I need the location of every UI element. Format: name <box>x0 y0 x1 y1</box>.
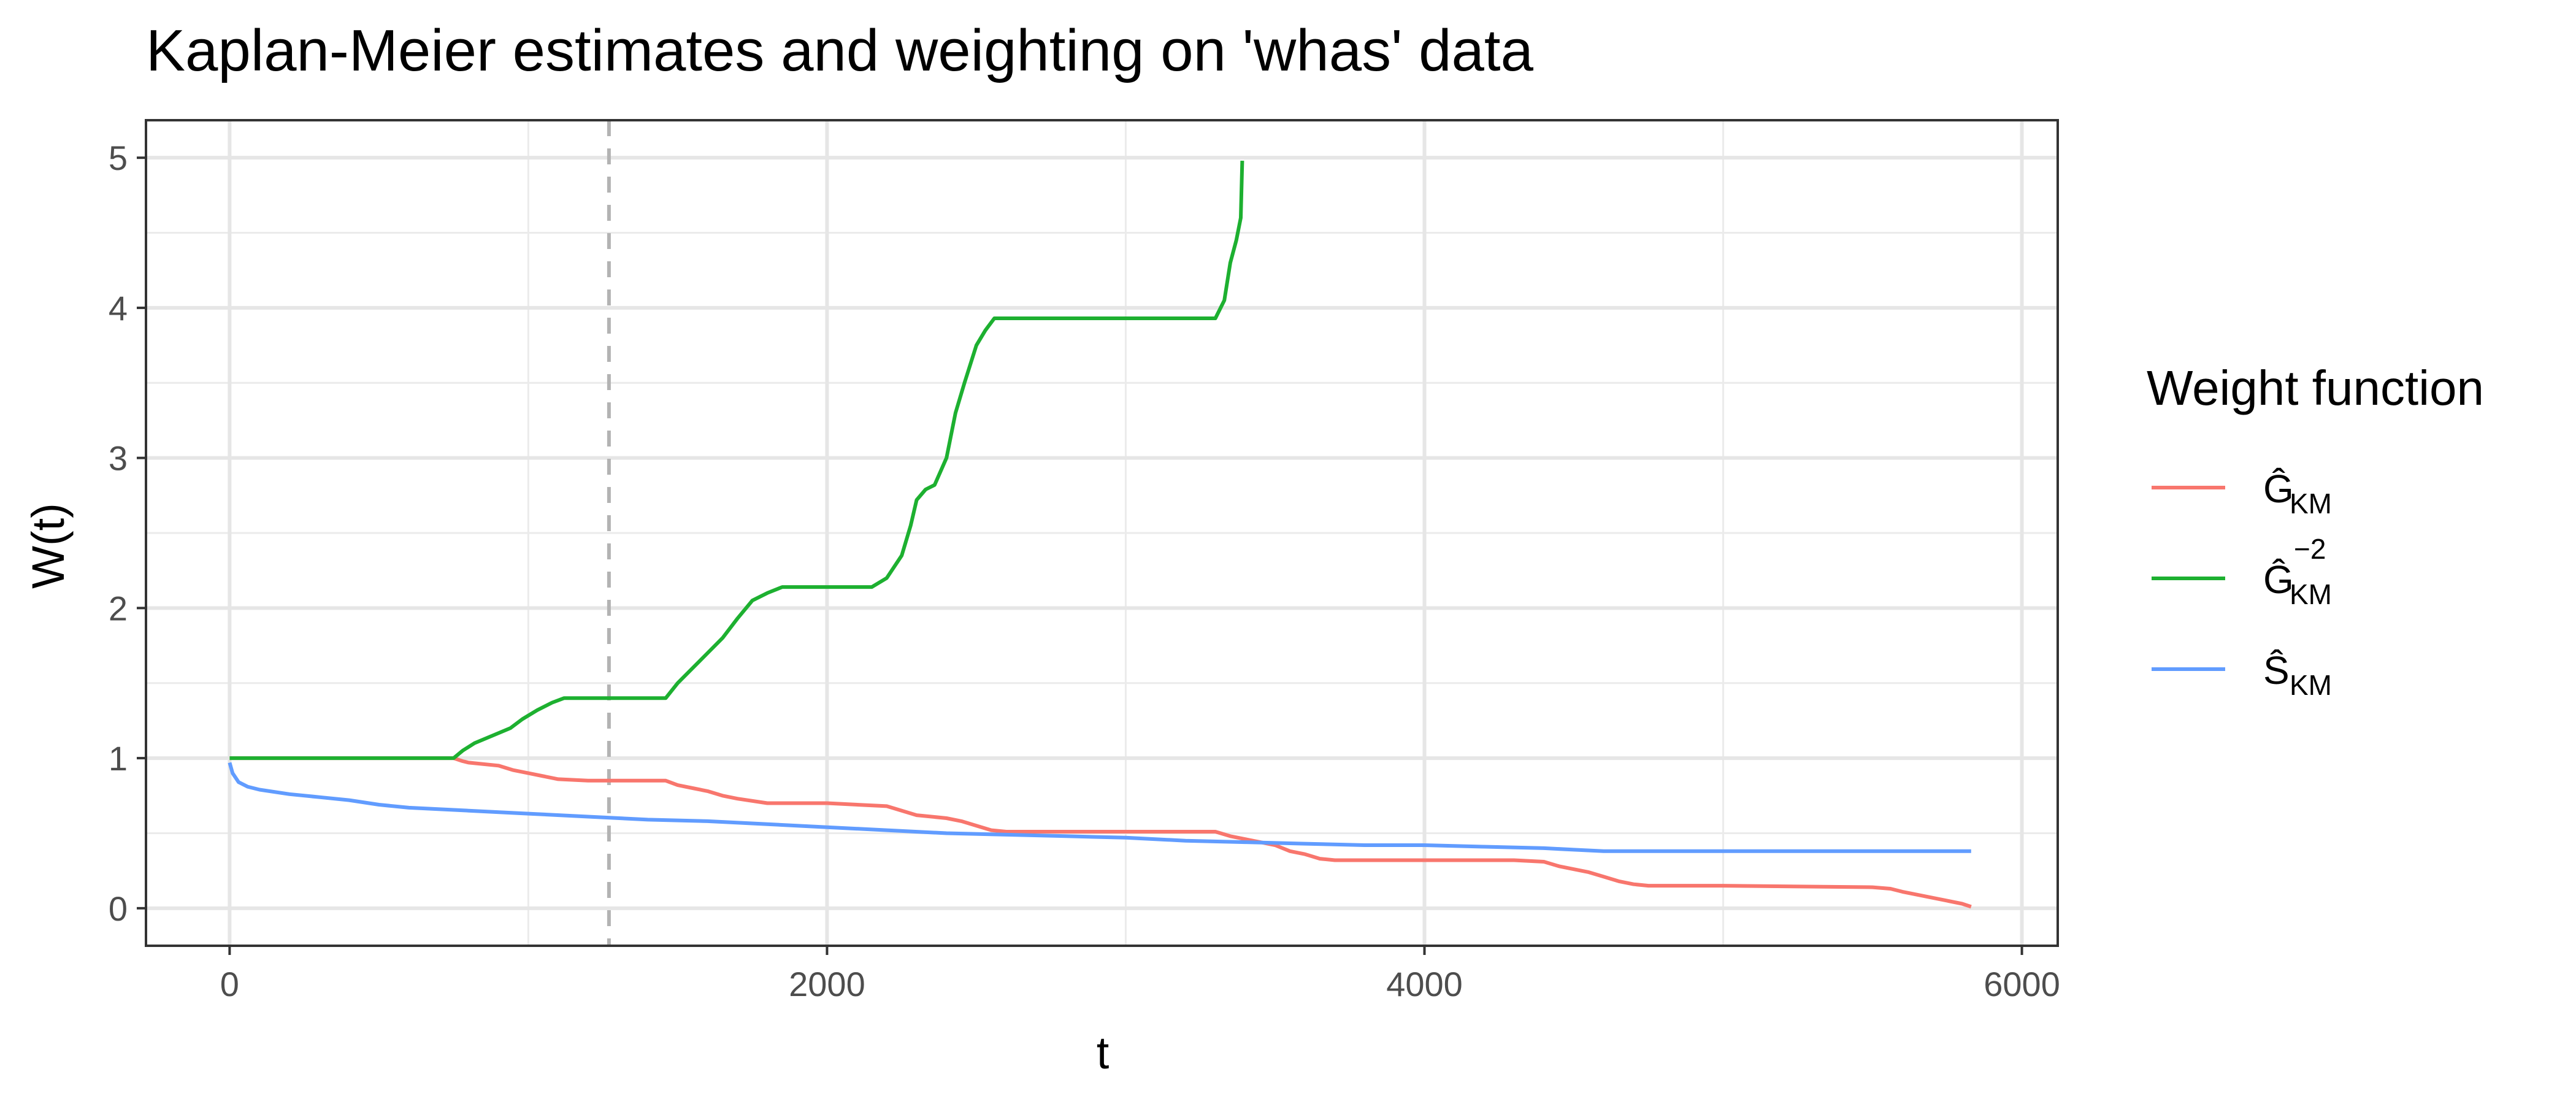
major-gridlines <box>146 120 2058 946</box>
y-tick-label: 1 <box>109 739 128 778</box>
x-tick-label: 2000 <box>789 965 865 1003</box>
y-tick-label: 2 <box>109 589 128 627</box>
legend-item-g: ĜKM <box>2152 467 2332 519</box>
y-axis-title: W(t) <box>23 503 74 589</box>
legend-sup-g2: −2 <box>2294 533 2326 565</box>
x-axis: 0 2000 4000 6000 <box>220 946 2060 1003</box>
series-line-g2 <box>229 161 1244 761</box>
series-layer <box>228 161 1972 909</box>
legend-sub-g: KM <box>2290 488 2332 519</box>
x-axis-title: t <box>1097 1027 1110 1078</box>
y-tick-label: 0 <box>109 889 128 928</box>
y-tick-label: 5 <box>109 139 128 177</box>
legend-label-s: Ŝ <box>2263 648 2290 692</box>
legend-item-g2: ĜKM −2 <box>2152 533 2332 610</box>
series-line-s <box>228 762 1971 853</box>
legend-item-s: Ŝ KM <box>2152 648 2332 701</box>
minor-gridlines <box>146 120 2058 946</box>
legend-title: Weight function <box>2147 361 2484 415</box>
legend-label-g2: Ĝ <box>2263 558 2294 602</box>
legend-sub-g2: KM <box>2290 578 2332 610</box>
x-tick-label: 4000 <box>1386 965 1463 1003</box>
chart-title: Kaplan-Meier estimates and weighting on … <box>146 18 1534 83</box>
x-tick-label: 0 <box>220 965 239 1003</box>
y-tick-label: 4 <box>109 289 128 328</box>
y-axis: 0 1 2 3 4 5 <box>109 139 146 928</box>
legend-label-g: Ĝ <box>2263 467 2294 511</box>
plot-panel <box>145 119 2059 947</box>
y-tick-label: 3 <box>109 439 128 478</box>
series-line-g <box>229 756 1972 909</box>
legend-sub-s: KM <box>2290 669 2332 701</box>
panel-border <box>145 119 2059 947</box>
x-tick-label: 6000 <box>1984 965 2060 1003</box>
